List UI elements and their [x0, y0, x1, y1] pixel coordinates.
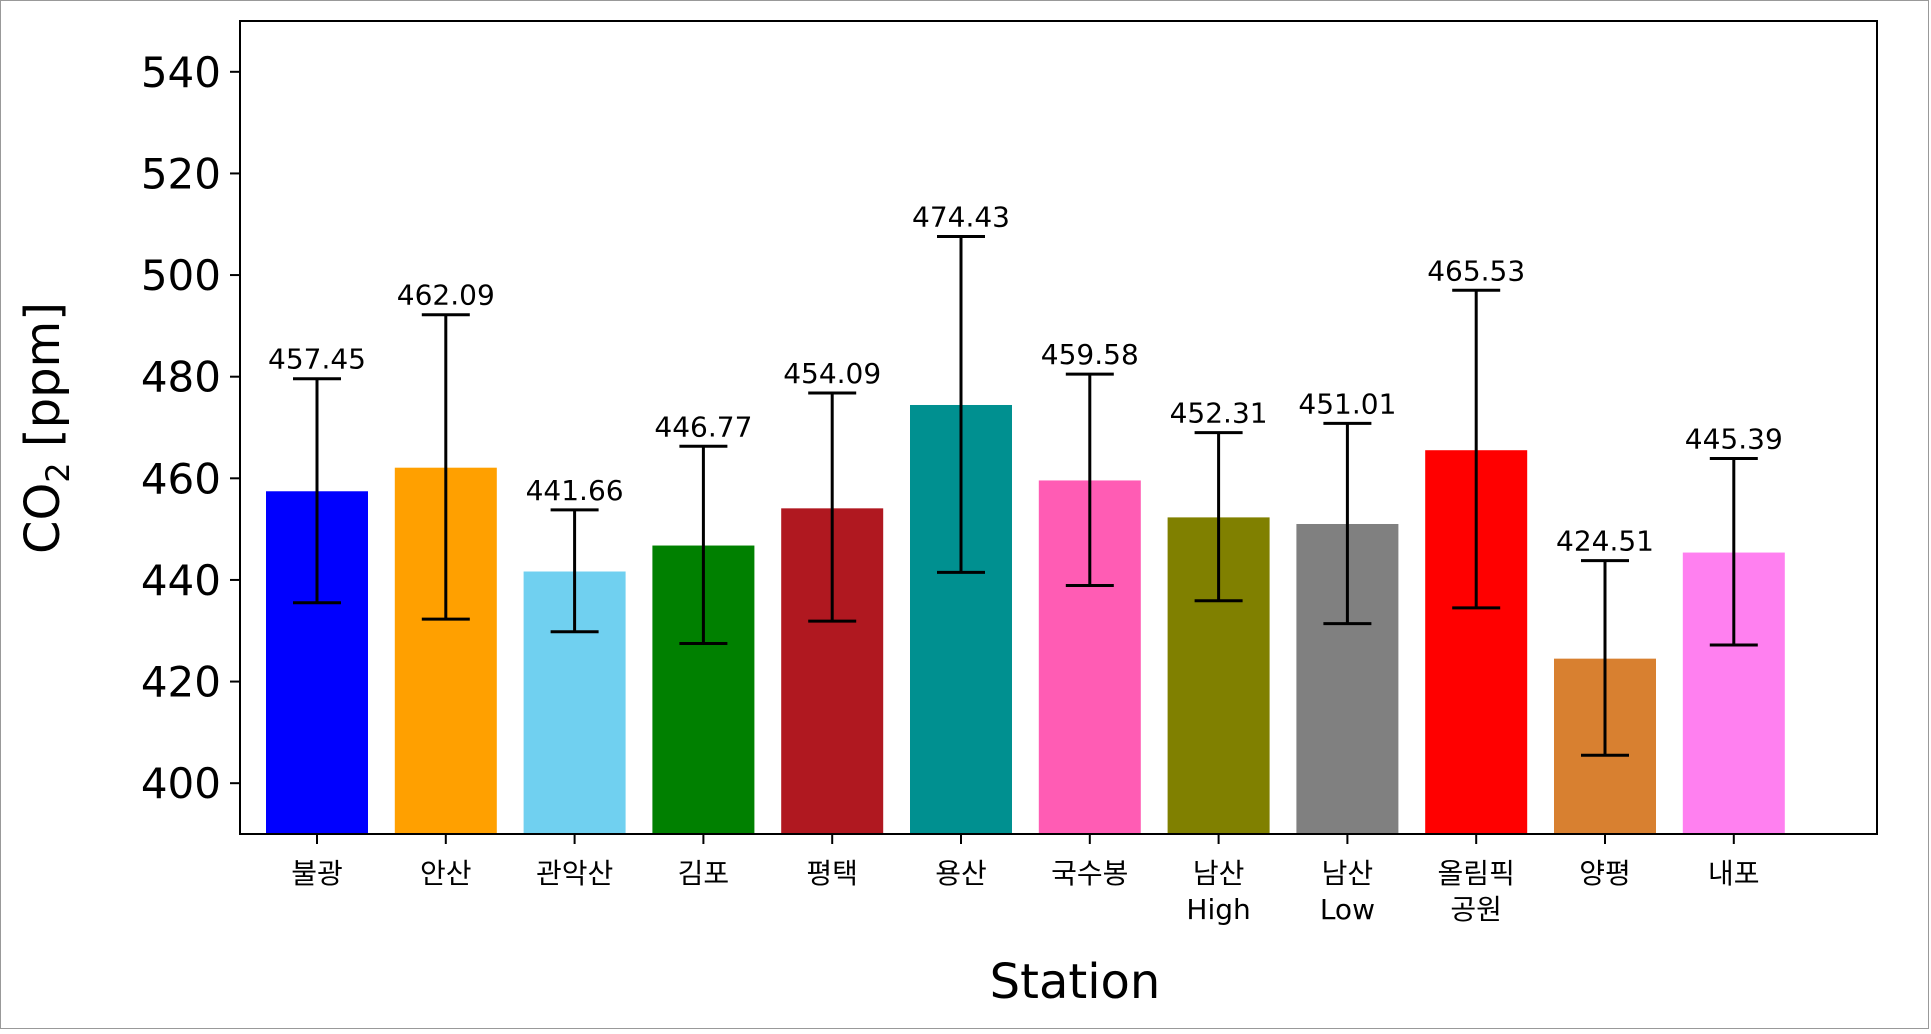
x-tick-label: 남산 High	[1186, 857, 1250, 926]
y-axis: 400 420 440 460 480 500 520 540	[141, 48, 240, 808]
value-label: 441.66	[526, 474, 624, 507]
x-tick-label-line: 평택	[806, 857, 858, 890]
x-tick-label-line: 용산	[935, 857, 987, 890]
value-label: 445.39	[1685, 422, 1783, 455]
x-axis-label: Station	[990, 954, 1161, 1010]
x-tick-label-line: 올림픽	[1438, 857, 1515, 890]
x-tick-label: 불광	[291, 857, 343, 890]
x-tick-label-line: Low	[1320, 893, 1375, 926]
value-label: 424.51	[1556, 525, 1654, 558]
x-tick-label-line: 내포	[1708, 857, 1760, 890]
y-axis-label: CO2 [ppm]	[15, 302, 77, 554]
y-tick-label: 540	[141, 48, 221, 97]
value-label: 459.58	[1041, 338, 1139, 371]
x-tick-label-line: 남산	[1193, 857, 1245, 890]
x-tick-label: 내포	[1708, 857, 1760, 890]
x-tick-label: 용산	[935, 857, 987, 890]
value-label: 452.31	[1170, 397, 1268, 430]
x-tick-label: 김포	[678, 857, 730, 890]
y-tick-label: 520	[141, 149, 221, 198]
value-label: 465.53	[1427, 254, 1525, 287]
x-tick-label: 관악산	[536, 857, 613, 890]
x-tick-label: 올림픽 공원	[1438, 857, 1515, 926]
x-tick-label-line: 양평	[1579, 857, 1631, 890]
x-tick-label-line: 관악산	[536, 857, 613, 890]
value-label: 446.77	[654, 410, 752, 443]
value-label: 457.45	[268, 343, 366, 376]
x-tick-label-line: 김포	[678, 857, 730, 890]
x-tick-label-line: 남산	[1322, 857, 1374, 890]
x-tick-label: 평택	[806, 857, 858, 890]
x-tick-label-line: 불광	[291, 857, 343, 890]
y-axis-label-unit: [ppm]	[15, 302, 71, 462]
x-tick-label: 국수봉	[1051, 857, 1128, 890]
x-tick-label-line: 공원	[1450, 893, 1502, 926]
bars-layer	[266, 404, 1785, 834]
x-tick-label: 안산	[420, 857, 472, 890]
x-tick-label-line: 국수봉	[1051, 857, 1128, 890]
value-label: 474.43	[912, 200, 1010, 233]
value-label: 454.09	[783, 357, 881, 390]
value-label: 462.09	[397, 279, 495, 312]
value-labels-layer: 457.45 462.09 441.66 446.77 454.09 474.43 459.…	[268, 200, 1783, 557]
value-label: 451.01	[1298, 387, 1396, 420]
x-tick-label-line: High	[1186, 893, 1250, 926]
errorbars-layer	[293, 234, 1758, 757]
y-tick-label: 420	[141, 658, 221, 707]
y-tick-label: 460	[141, 454, 221, 503]
plot-area	[239, 20, 1878, 835]
y-axis-label-main: CO	[15, 483, 71, 554]
y-tick-label: 440	[141, 556, 221, 605]
y-axis-label-subscript: 2	[39, 462, 77, 482]
y-tick-label: 400	[141, 759, 221, 808]
x-tick-label-line: 안산	[420, 857, 472, 890]
y-tick-label: 480	[141, 353, 221, 402]
x-tick-label: 남산 Low	[1320, 857, 1375, 926]
x-tick-label: 양평	[1579, 857, 1631, 890]
y-tick-label: 500	[141, 251, 221, 300]
